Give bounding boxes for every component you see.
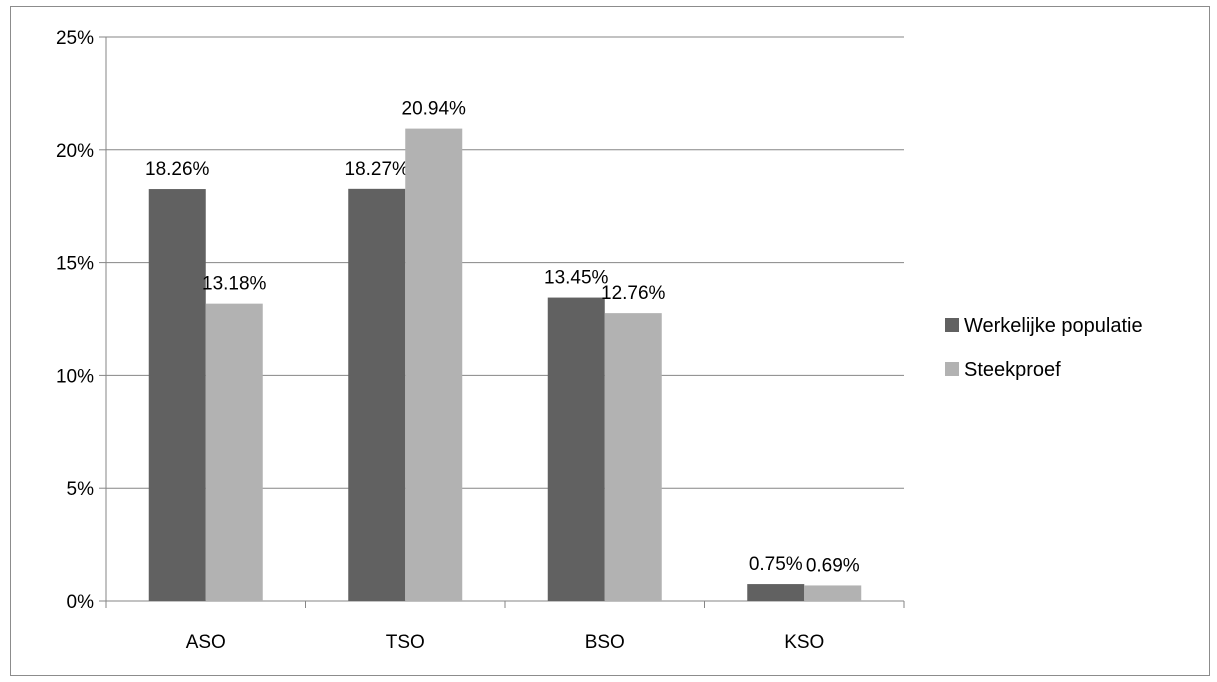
bar bbox=[405, 128, 463, 601]
data-label: 0.75% bbox=[749, 554, 803, 575]
data-label: 18.27% bbox=[345, 159, 410, 180]
legend-label: Werkelijke populatie bbox=[964, 315, 1143, 337]
x-tick-label: ASO bbox=[186, 632, 226, 653]
data-label: 18.26% bbox=[145, 159, 210, 180]
data-label: 13.18% bbox=[202, 274, 267, 295]
data-label: 12.76% bbox=[601, 283, 666, 304]
data-label: 0.69% bbox=[806, 555, 860, 576]
data-label: 20.94% bbox=[402, 99, 467, 120]
bar bbox=[604, 313, 662, 601]
bar bbox=[348, 188, 406, 601]
data-label: 13.45% bbox=[544, 268, 609, 289]
x-tick-label: KSO bbox=[784, 632, 824, 653]
legend-swatch bbox=[945, 362, 959, 376]
y-tick-label: 5% bbox=[67, 479, 95, 500]
y-tick-label: 20% bbox=[56, 141, 94, 162]
x-tick-label: TSO bbox=[386, 632, 425, 653]
legend-swatch bbox=[945, 318, 959, 332]
y-tick-label: 25% bbox=[56, 28, 94, 49]
bar bbox=[205, 303, 263, 601]
bar bbox=[747, 584, 805, 601]
y-tick-label: 15% bbox=[56, 254, 94, 275]
bar bbox=[547, 297, 605, 601]
x-tick-label: BSO bbox=[585, 632, 625, 653]
bar bbox=[148, 189, 206, 602]
bar bbox=[804, 585, 862, 601]
legend-label: Steekproef bbox=[964, 359, 1061, 381]
y-tick-label: 10% bbox=[56, 366, 94, 387]
y-tick-label: 0% bbox=[67, 592, 95, 613]
